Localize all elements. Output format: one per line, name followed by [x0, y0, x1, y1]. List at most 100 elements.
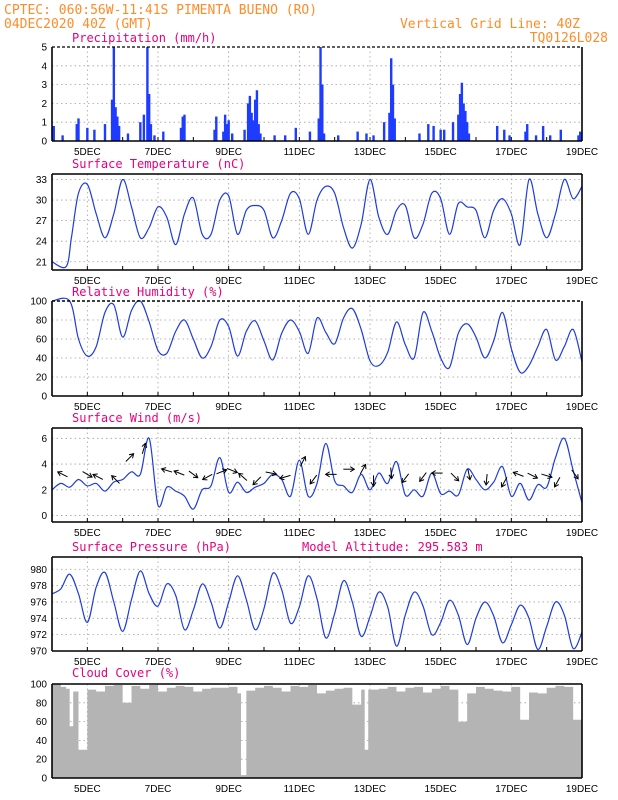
y-tick-label: 2 — [41, 99, 47, 110]
x-tick-label: 13DEC — [354, 147, 386, 158]
precip-bar — [149, 124, 153, 141]
wind-arrow-head — [56, 470, 63, 477]
wind-arrow-head — [173, 469, 179, 476]
precip-bar — [418, 133, 421, 141]
x-tick-label: 11DEC — [284, 657, 316, 668]
precip-bar — [116, 116, 119, 141]
wind-arrow-shaft — [82, 471, 93, 478]
wind-arrow-head — [483, 480, 490, 486]
x-tick-label: 9DEC — [215, 784, 242, 795]
precip-bar — [146, 47, 149, 141]
precip-bar — [549, 135, 552, 141]
x-tick-label: 9DEC — [215, 402, 242, 413]
wind-arrow — [483, 473, 490, 486]
y-tick-label: 6 — [41, 434, 47, 445]
precip-bar — [112, 47, 116, 141]
precip-bar — [77, 118, 80, 141]
wind-arrow — [419, 472, 427, 483]
wind-arrow-shaft — [92, 474, 104, 480]
precip-bar — [181, 116, 184, 141]
precip-bar — [391, 84, 395, 141]
y-tick-label: 30 — [36, 196, 48, 207]
wind-arrow — [553, 477, 561, 488]
wind-arrow-head — [350, 466, 356, 473]
precip-bar — [114, 107, 117, 141]
precip-bar — [496, 125, 499, 141]
precip-bar — [427, 124, 430, 141]
wind-arrow-shaft — [571, 469, 579, 480]
wind-arrow — [343, 466, 356, 473]
wind-arrow-head — [221, 468, 228, 474]
wind-arrow — [252, 476, 262, 486]
x-tick-label: 19DEC — [566, 402, 598, 413]
x-tick-label: 19DEC — [566, 276, 598, 287]
wind-arrow — [216, 468, 228, 475]
precip-bar — [393, 118, 396, 141]
precip-bar — [162, 131, 165, 141]
wind-arrow — [466, 468, 473, 481]
precip-bar — [110, 99, 114, 141]
x-tick-label: 5DEC — [74, 784, 101, 795]
precip-bar — [439, 129, 442, 141]
x-tick-label: 9DEC — [215, 147, 242, 158]
precip-bar — [183, 114, 186, 141]
x-tick-label: 5DEC — [74, 402, 101, 413]
wind-arrow-head — [466, 475, 473, 481]
wind-arrow-head — [271, 470, 278, 477]
y-tick-label: 4 — [41, 460, 47, 471]
y-tick-label: 24 — [36, 237, 48, 248]
wind-arrow-shaft — [111, 475, 120, 484]
wind-arrow-head — [128, 453, 135, 459]
y-tick-label: 40 — [36, 736, 48, 747]
wind-arrow-head — [500, 482, 506, 488]
x-tick-label: 15DEC — [425, 657, 457, 668]
x-tick-label: 7DEC — [145, 276, 172, 287]
humidity-panel: Relative Humidity (%) 5DEC 7DEC 9DEC 11DEC 1… — [30, 285, 598, 413]
y-tick-label: 40 — [36, 354, 48, 365]
humidity-plot: 5DEC 7DEC 9DEC 11DEC 13DEC 15DEC 17DEC 19DEC 0 20… — [30, 297, 598, 414]
x-tick-label: 5DEC — [74, 657, 101, 668]
wind-arrow — [188, 470, 199, 479]
wind-arrow-shaft — [541, 473, 553, 478]
x-tick-label: 17DEC — [495, 657, 527, 668]
humidity-title: Relative Humidity (%) — [72, 285, 224, 299]
wind-arrow-head — [532, 473, 539, 480]
wind-arrow-head — [512, 470, 519, 477]
wind-arrow-head — [192, 473, 199, 479]
precip-bar — [503, 129, 506, 141]
wind-arrow-head — [547, 473, 553, 479]
y-tick-label: 4 — [41, 61, 47, 72]
x-tick-label: 19DEC — [566, 147, 598, 158]
x-tick-label: 17DEC — [495, 147, 527, 158]
y-tick-label: 976 — [30, 597, 47, 608]
precip-bar — [322, 133, 326, 141]
y-tick-label: 80 — [36, 698, 48, 709]
precip-bar — [223, 114, 227, 141]
wind-arrow-shaft — [419, 472, 427, 482]
precip-bar — [153, 135, 156, 141]
y-tick-label: 974 — [30, 614, 47, 625]
wind-arrow — [401, 473, 410, 484]
precip-bar — [390, 58, 393, 141]
wind-arrow — [527, 472, 539, 480]
precip-bar — [294, 127, 297, 141]
wind-arrow-head — [388, 474, 395, 480]
x-tick-label: 17DEC — [495, 276, 527, 287]
precip-bar — [86, 127, 89, 141]
y-tick-label: 0 — [41, 392, 47, 403]
wind-arrow-shaft — [527, 472, 538, 479]
precip-bar — [382, 122, 386, 141]
x-tick-label: 15DEC — [425, 147, 457, 158]
wind-arrow-head — [237, 472, 244, 478]
wind-arrow-shaft — [238, 472, 248, 481]
x-tick-label: 11DEC — [284, 528, 316, 539]
y-tick-label: 978 — [30, 581, 47, 592]
wind-arrow-shaft — [299, 456, 306, 467]
wind-arrow-shaft — [125, 453, 134, 462]
wind-arrow — [541, 473, 553, 479]
series-line — [51, 437, 583, 510]
precip-bar — [103, 124, 107, 141]
precip-bar — [273, 135, 276, 141]
y-tick-label: 970 — [30, 647, 47, 658]
wind-arrow-shaft — [359, 464, 367, 475]
